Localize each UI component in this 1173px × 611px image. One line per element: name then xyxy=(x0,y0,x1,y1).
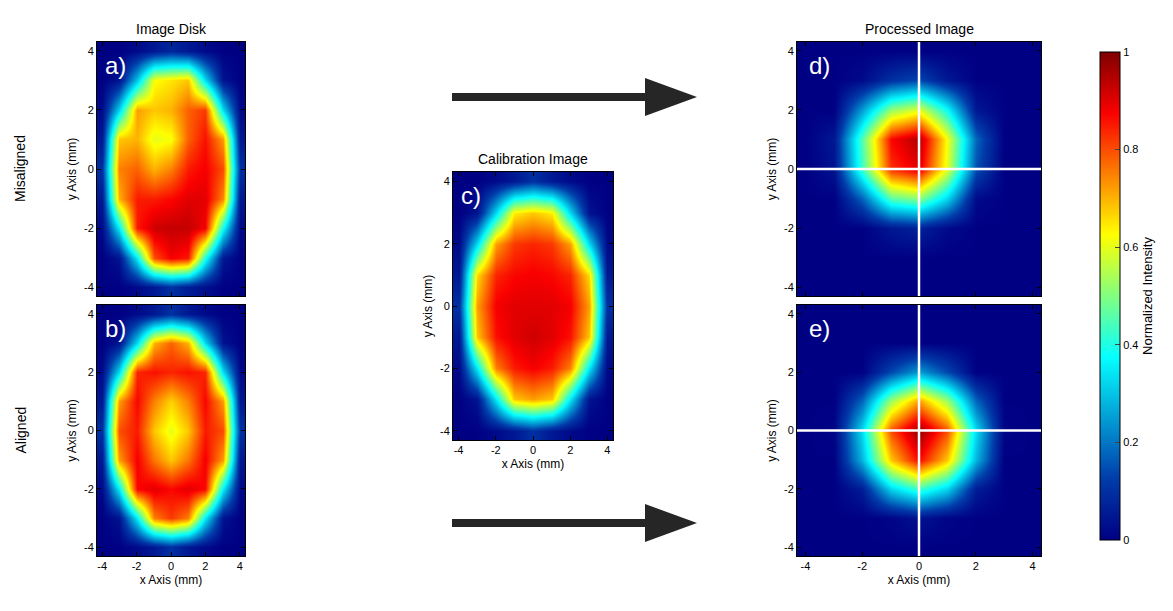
svg-text:0.2: 0.2 xyxy=(1123,436,1138,448)
svg-text:0: 0 xyxy=(788,163,794,175)
svg-text:Processed Image: Processed Image xyxy=(865,21,974,37)
svg-text:0: 0 xyxy=(88,424,94,436)
svg-text:0: 0 xyxy=(444,300,450,312)
svg-text:x Axis (mm): x Axis (mm) xyxy=(888,573,951,587)
svg-text:2: 2 xyxy=(567,444,573,456)
svg-text:-4: -4 xyxy=(440,425,450,437)
svg-text:-4: -4 xyxy=(454,444,464,456)
svg-text:-2: -2 xyxy=(132,560,142,572)
svg-text:-4: -4 xyxy=(97,560,107,572)
svg-text:2: 2 xyxy=(202,560,208,572)
svg-text:-2: -2 xyxy=(84,483,94,495)
svg-text:2: 2 xyxy=(788,366,794,378)
svg-text:4: 4 xyxy=(788,45,794,57)
svg-text:y Axis (mm): y Axis (mm) xyxy=(421,275,435,338)
svg-text:4: 4 xyxy=(237,560,243,572)
svg-text:0: 0 xyxy=(916,560,922,572)
svg-text:Calibration Image: Calibration Image xyxy=(478,151,588,167)
svg-text:-4: -4 xyxy=(784,281,794,293)
svg-text:0.6: 0.6 xyxy=(1123,241,1138,253)
svg-text:-4: -4 xyxy=(784,541,794,553)
svg-text:x Axis (mm): x Axis (mm) xyxy=(502,457,565,471)
svg-text:y Axis (mm): y Axis (mm) xyxy=(65,399,79,462)
svg-text:2: 2 xyxy=(88,366,94,378)
svg-text:0: 0 xyxy=(530,444,536,456)
svg-text:4: 4 xyxy=(88,308,94,320)
svg-text:b): b) xyxy=(105,315,126,342)
svg-text:-2: -2 xyxy=(440,362,450,374)
svg-text:0: 0 xyxy=(88,163,94,175)
svg-text:Misaligned: Misaligned xyxy=(12,135,28,202)
svg-text:y Axis (mm): y Axis (mm) xyxy=(765,138,779,201)
svg-text:-2: -2 xyxy=(857,560,867,572)
svg-text:0: 0 xyxy=(1123,534,1129,546)
svg-text:a): a) xyxy=(105,52,126,79)
svg-text:y Axis (mm): y Axis (mm) xyxy=(765,399,779,462)
svg-text:-2: -2 xyxy=(784,222,794,234)
svg-text:-4: -4 xyxy=(801,560,811,572)
svg-text:2: 2 xyxy=(973,560,979,572)
svg-text:0.8: 0.8 xyxy=(1123,143,1138,155)
svg-text:-2: -2 xyxy=(491,444,501,456)
svg-text:e): e) xyxy=(809,315,830,342)
svg-text:x Axis (mm): x Axis (mm) xyxy=(140,573,203,587)
svg-text:2: 2 xyxy=(788,104,794,116)
svg-text:0: 0 xyxy=(168,560,174,572)
svg-text:2: 2 xyxy=(444,238,450,250)
svg-text:c): c) xyxy=(461,182,481,209)
svg-text:4: 4 xyxy=(444,175,450,187)
svg-text:4: 4 xyxy=(788,308,794,320)
svg-text:2: 2 xyxy=(88,104,94,116)
svg-text:Aligned: Aligned xyxy=(13,407,29,454)
svg-text:0.4: 0.4 xyxy=(1123,339,1138,351)
svg-text:-4: -4 xyxy=(84,281,94,293)
svg-text:4: 4 xyxy=(1029,560,1035,572)
svg-text:d): d) xyxy=(809,52,830,79)
svg-text:1: 1 xyxy=(1123,46,1129,58)
svg-text:-4: -4 xyxy=(84,541,94,553)
svg-text:y Axis (mm): y Axis (mm) xyxy=(65,138,79,201)
svg-text:-2: -2 xyxy=(84,222,94,234)
svg-text:4: 4 xyxy=(604,444,610,456)
svg-text:4: 4 xyxy=(88,45,94,57)
svg-text:Normalized Intensity: Normalized Intensity xyxy=(1140,237,1155,355)
svg-text:-2: -2 xyxy=(784,483,794,495)
svg-text:Image Disk: Image Disk xyxy=(136,21,207,37)
svg-text:0: 0 xyxy=(788,424,794,436)
